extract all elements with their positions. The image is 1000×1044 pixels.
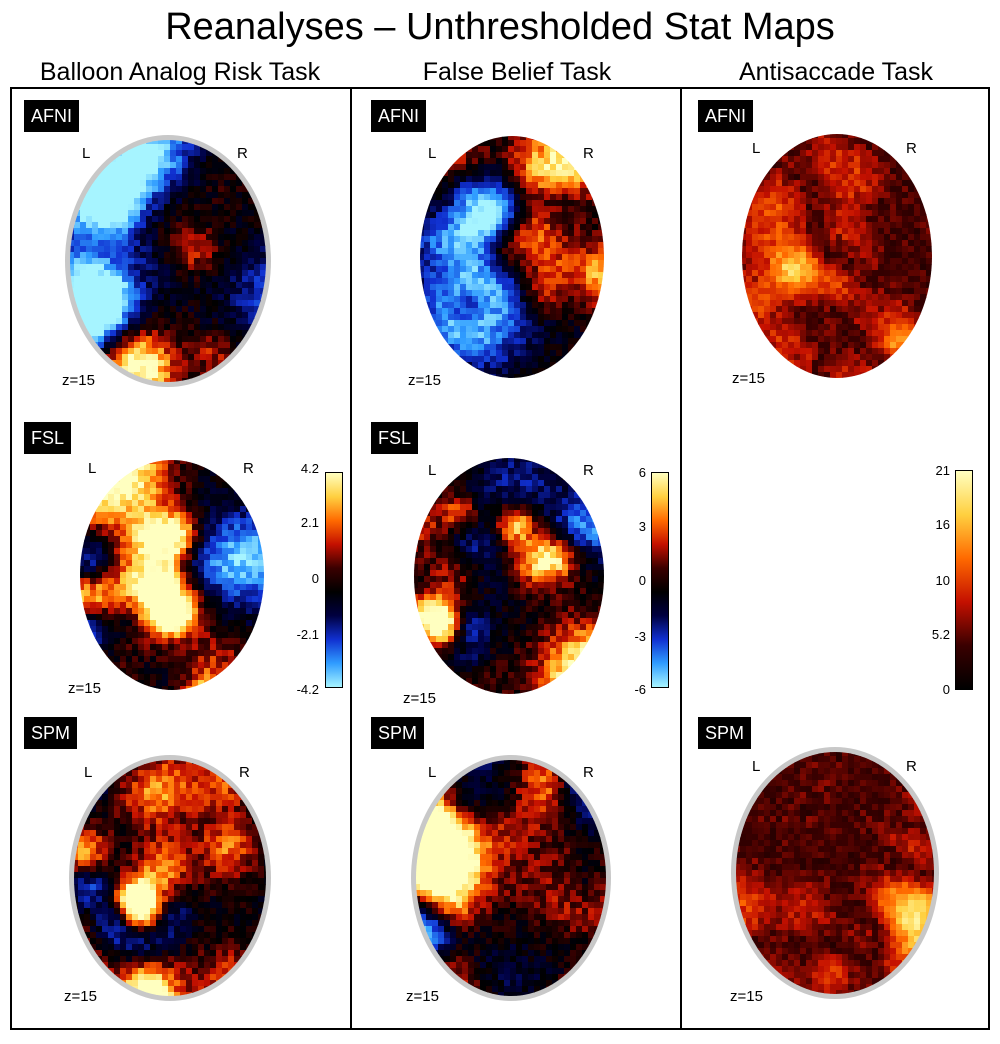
figure-frame	[10, 87, 990, 1030]
figure-title: Reanalyses – Unthresholded Stat Maps	[165, 6, 835, 48]
colorbar-antisaccade	[955, 470, 973, 690]
brain-map-false-belief-afni	[420, 136, 604, 378]
brain-map-antisaccade-afni	[742, 134, 932, 378]
brain-map-antisaccade-spm	[731, 747, 939, 999]
afni-tag-bart: AFNI	[24, 100, 80, 132]
slice-label: z=15	[406, 988, 439, 1005]
right-marker: R	[239, 764, 250, 781]
spm-tag-bart: SPM	[24, 717, 78, 749]
brain-map-bart-spm	[69, 755, 271, 1001]
column-title-bart: Balloon Analog Risk Task	[39, 58, 321, 86]
slice-label: z=15	[732, 370, 765, 387]
right-marker: R	[906, 140, 917, 157]
fsl-tag-bart: FSL	[24, 422, 72, 454]
slice-label: z=15	[730, 988, 763, 1005]
left-marker: L	[752, 758, 761, 775]
colorbar-tick: 10	[935, 573, 950, 588]
colorbar-tick: -6	[634, 682, 646, 697]
colorbar-tick: -4.2	[296, 682, 319, 697]
left-marker: L	[752, 140, 761, 157]
right-marker: R	[237, 145, 248, 162]
colorbar-tick: 4.2	[300, 461, 319, 476]
colorbar-false-belief	[651, 472, 669, 688]
slice-label: z=15	[408, 372, 441, 389]
colorbar-tick: 3	[638, 519, 646, 534]
colorbar-tick: 5.2	[931, 627, 950, 642]
right-marker: R	[243, 460, 254, 477]
afni-tag-antisaccade: AFNI	[698, 100, 754, 132]
brain-map-bart-afni	[65, 135, 271, 387]
right-marker: R	[906, 758, 917, 775]
afni-tag-false-belief: AFNI	[371, 100, 427, 132]
colorbar-tick: 6	[638, 465, 646, 480]
brain-map-false-belief-fsl	[414, 458, 604, 694]
column-divider-2	[680, 87, 682, 1030]
colorbar-tick: 16	[935, 517, 950, 532]
slice-label: z=15	[62, 372, 95, 389]
colorbar-tick: 21	[935, 463, 950, 478]
left-marker: L	[428, 145, 437, 162]
colorbar-tick: -2.1	[296, 627, 319, 642]
slice-label: z=15	[403, 690, 436, 707]
right-marker: R	[583, 462, 594, 479]
left-marker: L	[428, 462, 437, 479]
column-title-false-belief: False Belief Task	[422, 58, 612, 86]
colorbar-tick: 0	[638, 573, 646, 588]
column-title-antisaccade: Antisaccade Task	[738, 58, 934, 86]
left-marker: L	[88, 460, 97, 477]
colorbar-tick: 0	[942, 682, 950, 697]
colorbar-tick: 2.1	[300, 515, 319, 530]
spm-tag-false-belief: SPM	[371, 717, 425, 749]
brain-map-false-belief-spm	[411, 755, 611, 1001]
brain-map-bart-fsl	[80, 460, 264, 690]
slice-label: z=15	[68, 680, 101, 697]
spm-tag-antisaccade: SPM	[698, 717, 752, 749]
left-marker: L	[428, 764, 437, 781]
slice-label: z=15	[64, 988, 97, 1005]
colorbar-bart	[325, 472, 343, 688]
colorbar-tick: 0	[311, 571, 319, 586]
right-marker: R	[583, 764, 594, 781]
column-divider-1	[350, 87, 352, 1030]
left-marker: L	[82, 145, 91, 162]
colorbar-tick: -3	[634, 629, 646, 644]
left-marker: L	[84, 764, 93, 781]
right-marker: R	[583, 145, 594, 162]
fsl-tag-false-belief: FSL	[371, 422, 419, 454]
